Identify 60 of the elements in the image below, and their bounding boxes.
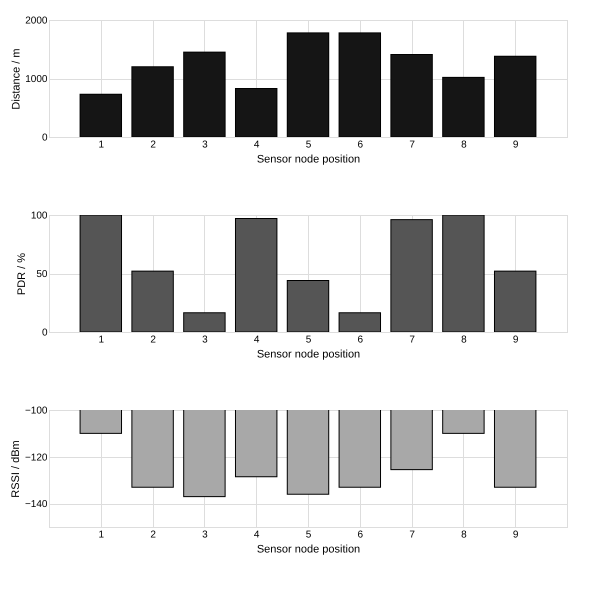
- y-tick-label: −140: [24, 499, 48, 510]
- x-tick-label: 8: [461, 334, 468, 346]
- x-tick-label: 7: [409, 140, 416, 150]
- x-tick-label: 4: [254, 530, 260, 540]
- bar: [131, 270, 174, 332]
- bar: [183, 312, 226, 332]
- y-tick-label: 100: [30, 210, 48, 222]
- y-tick-label: 0: [42, 132, 48, 144]
- bar: [234, 88, 278, 137]
- x-tick-label: 7: [409, 530, 416, 540]
- x-tick-label: 4: [254, 334, 260, 346]
- x-tick-label: 6: [358, 530, 364, 540]
- x-tick-label: 5: [306, 334, 312, 346]
- bar: [131, 66, 174, 137]
- bar: [442, 215, 485, 332]
- bar: [494, 56, 536, 137]
- bar: [390, 219, 433, 332]
- x-tick-label: 5: [306, 530, 312, 540]
- x-tick-label: 3: [202, 140, 208, 150]
- x-tick-label: 6: [358, 334, 364, 346]
- x-tick-label: 2: [150, 334, 156, 346]
- x-tick-label: 7: [409, 334, 416, 346]
- x-tick-label: 9: [512, 334, 519, 346]
- bar: [442, 76, 485, 137]
- y-tick-label: −120: [24, 452, 48, 464]
- bar: [80, 94, 122, 137]
- x-tick-label: 2: [150, 530, 156, 540]
- x-tick-label: 6: [358, 140, 364, 150]
- x-axis-title: Sensor node position: [256, 544, 360, 556]
- x-tick-label: 2: [150, 140, 156, 150]
- x-tick-label: 8: [461, 530, 468, 540]
- bar: [338, 312, 382, 332]
- y-tick-label: 50: [36, 269, 48, 280]
- x-tick-label: 3: [202, 530, 208, 540]
- x-tick-label: 9: [512, 140, 519, 150]
- bar: [234, 218, 278, 332]
- x-tick-label: 1: [98, 334, 105, 346]
- x-tick-label: 8: [461, 140, 468, 150]
- bar: [183, 52, 226, 137]
- y-tick-label: −100: [24, 406, 48, 416]
- x-tick-label: 9: [512, 530, 519, 540]
- y-axis-title: RSSI / dBm: [10, 440, 22, 498]
- x-tick-label: 4: [254, 140, 260, 150]
- bar: [286, 32, 330, 137]
- y-tick-label: 0: [42, 328, 48, 338]
- bar: [494, 270, 536, 332]
- x-tick-label: 5: [306, 140, 312, 150]
- bar: [80, 215, 122, 332]
- bar: [338, 32, 382, 137]
- bar: [286, 280, 330, 332]
- x-tick-label: 1: [98, 530, 105, 540]
- x-axis-title: Sensor node position: [256, 154, 360, 166]
- x-tick-label: 3: [202, 334, 208, 346]
- y-axis-title: PDR / %: [16, 252, 28, 296]
- x-axis-title: Sensor node position: [256, 348, 360, 360]
- x-tick-label: 1: [98, 140, 105, 150]
- y-axis-title: Distance / m: [10, 48, 22, 110]
- bar: [390, 54, 433, 137]
- y-tick-label: 1000: [25, 74, 48, 85]
- y-tick-label: 2000: [25, 16, 48, 26]
